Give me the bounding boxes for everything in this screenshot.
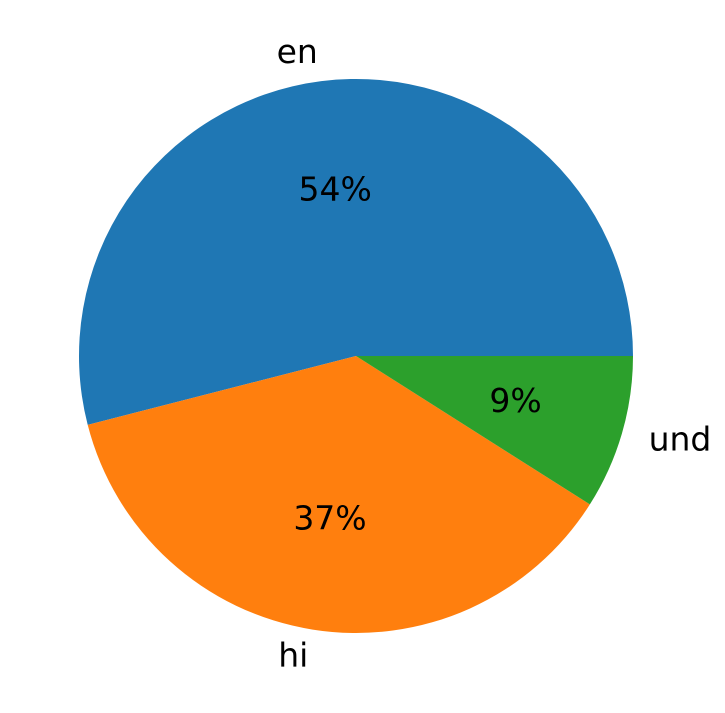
pie-wedge <box>87 356 590 633</box>
category-label: und <box>649 420 712 459</box>
value-label: 37% <box>293 499 366 538</box>
value-label: 54% <box>298 170 371 209</box>
value-label: 9% <box>489 381 541 420</box>
pie-wedge <box>78 78 633 425</box>
category-label: hi <box>278 635 308 674</box>
pie-wedge <box>356 356 633 505</box>
category-label: en <box>277 32 318 71</box>
